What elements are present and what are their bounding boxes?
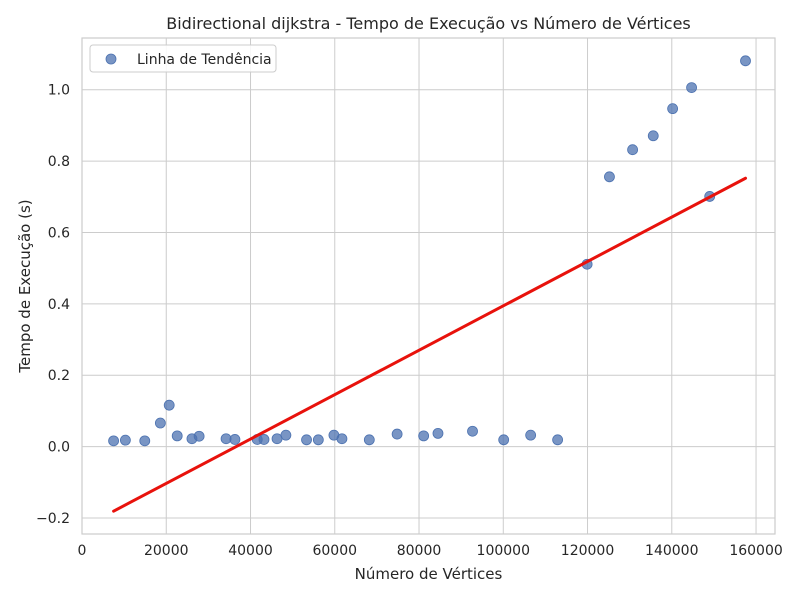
y-axis-ticks: −0.2 0.0 0.2 0.4 0.6 0.8 1.0 <box>36 83 70 527</box>
data-point <box>647 130 659 142</box>
y-tick-label: 0.8 <box>48 154 70 170</box>
data-point <box>498 434 510 446</box>
x-tick-label: 160000 <box>729 543 782 559</box>
data-point <box>336 433 348 445</box>
data-point <box>391 428 403 440</box>
data-point <box>119 434 131 446</box>
data-point <box>139 435 151 447</box>
x-axis-title: Número de Vértices <box>355 565 503 583</box>
plot-frame <box>81 37 776 535</box>
data-point <box>301 434 312 446</box>
data-point <box>525 429 537 441</box>
data-point <box>667 103 679 115</box>
grid-lines <box>81 38 775 534</box>
legend-marker <box>105 53 117 65</box>
data-point <box>229 434 241 445</box>
x-tick-label: 140000 <box>645 543 698 559</box>
x-tick-label: 120000 <box>561 543 614 559</box>
legend-box <box>89 44 277 73</box>
x-tick-label: 40000 <box>228 543 273 559</box>
y-tick-label: 0.6 <box>48 225 70 241</box>
legend-label: Linha de Tendência <box>137 52 272 68</box>
y-tick-label: 0.2 <box>48 368 70 384</box>
trend-line <box>112 176 748 513</box>
y-tick-label: 0.0 <box>48 440 70 456</box>
data-point <box>467 425 478 437</box>
data-point <box>627 144 639 156</box>
chart-title: Bidirectional dijkstra - Tempo de Execuç… <box>166 14 691 33</box>
data-points <box>108 55 751 447</box>
x-axis-ticks: 0 20000 40000 60000 80000 100000 120000 140000 1… <box>78 543 783 559</box>
y-tick-label: 1.0 <box>48 83 70 99</box>
data-point <box>363 434 375 446</box>
data-point <box>163 399 175 411</box>
data-point <box>740 55 751 67</box>
data-point <box>280 429 292 441</box>
trend-line-group <box>112 176 748 513</box>
x-tick-label: 20000 <box>144 543 189 559</box>
data-point <box>686 82 697 93</box>
legend: Linha de Tendência <box>89 44 277 73</box>
y-tick-label: −0.2 <box>36 511 70 527</box>
data-point <box>108 435 119 447</box>
x-tick-label: 60000 <box>312 543 357 559</box>
data-point <box>154 417 166 429</box>
data-point <box>312 434 324 446</box>
data-point <box>604 171 615 183</box>
x-tick-label: 80000 <box>397 543 442 559</box>
data-point <box>552 434 564 446</box>
x-tick-label: 0 <box>78 543 87 559</box>
x-tick-label: 100000 <box>477 543 530 559</box>
data-point <box>258 434 270 445</box>
y-tick-label: 0.4 <box>48 297 70 313</box>
data-point <box>193 430 205 442</box>
data-point <box>418 430 430 442</box>
data-point <box>432 427 444 439</box>
data-point <box>171 430 183 442</box>
y-axis-title: Tempo de Execução (s) <box>16 199 34 373</box>
